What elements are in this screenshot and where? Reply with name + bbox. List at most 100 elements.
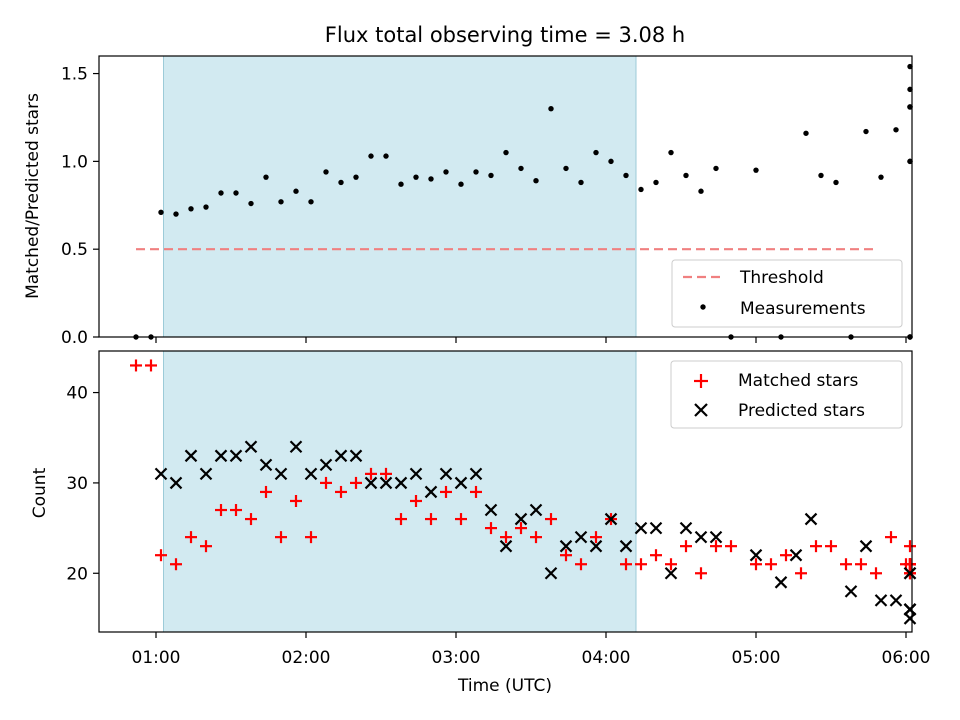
matched-star-marker [260, 485, 272, 498]
matched-star-marker [425, 513, 437, 526]
measurement-point [398, 181, 404, 187]
predicted-star-marker [349, 449, 363, 463]
measurement-point [233, 190, 239, 196]
predicted-star-marker [903, 612, 917, 625]
measurement-point [833, 179, 839, 186]
matched-star-marker [470, 485, 482, 498]
matched-star-marker [485, 522, 497, 535]
predicted-star-marker [379, 476, 393, 490]
observing-window-shade-lower [163, 350, 637, 633]
matched-star-marker [455, 513, 467, 526]
predicted-star-marker [844, 585, 858, 598]
matched-star-marker [620, 558, 632, 571]
matched-star-marker [320, 476, 332, 489]
time-x-axis: 01:00 02:00 03:00 04:00 05:00 06:00 [132, 632, 931, 668]
predicted-star-marker [529, 503, 543, 517]
measurement-point [218, 190, 224, 196]
y-tick-label: 1.5 [61, 65, 88, 85]
matched-star-marker [170, 558, 182, 571]
measurement-point [563, 165, 569, 172]
legend-measurement-swatch [700, 304, 706, 310]
predicted-star-marker [289, 440, 303, 454]
matched-star-marker [870, 567, 882, 580]
matched-star-marker [840, 558, 852, 571]
count-y-axis: 20 30 40 [66, 384, 99, 584]
measurement-point [907, 158, 913, 165]
predicted-star-marker [319, 458, 333, 472]
measurement-point [293, 188, 299, 194]
predicted-star-marker [774, 576, 788, 589]
observing-window-shade [163, 55, 637, 338]
predicted-star-marker [394, 476, 408, 490]
x-tick-label: 03:00 [432, 648, 481, 668]
predicted-star-marker [484, 503, 498, 517]
count-legend: Matched stars Predicted stars [670, 360, 903, 429]
matched-star-marker [750, 558, 762, 571]
measurement-point [338, 179, 344, 186]
measurement-point [818, 172, 824, 179]
measurement-point [698, 188, 704, 194]
measurement-point [158, 209, 164, 216]
matched-star-marker [710, 540, 722, 553]
matched-star-marker [230, 504, 242, 517]
predicted-star-marker [574, 530, 588, 544]
count-points [130, 359, 917, 625]
matched-star-marker [395, 513, 407, 526]
predicted-star-marker [694, 530, 708, 544]
matched-star-marker [590, 531, 602, 544]
predicted-star-marker [514, 512, 528, 526]
predicted-star-marker [709, 530, 723, 544]
measurement-point [248, 200, 254, 207]
predicted-star-marker [274, 467, 288, 481]
measurement-point [683, 172, 689, 179]
measurement-point [878, 174, 884, 180]
measurement-point [353, 174, 359, 180]
ratio-plot-frame [98, 55, 913, 338]
measurement-point [263, 174, 269, 180]
measurement-point [368, 153, 374, 159]
predicted-star-marker [559, 539, 573, 553]
measurement-point [308, 199, 314, 205]
predicted-star-marker [749, 548, 763, 562]
predicted-star-marker [889, 594, 903, 607]
matched-star-marker [904, 540, 916, 553]
measurement-point [323, 169, 329, 175]
predicted-star-marker [859, 539, 873, 553]
matched-star-marker [155, 549, 167, 562]
predicted-star-marker [544, 566, 558, 580]
matched-star-marker [725, 540, 737, 553]
matched-star-marker [885, 531, 897, 544]
matched-star-marker [560, 549, 572, 562]
ratio-y-label: Matched/Predicted stars [23, 93, 43, 299]
predicted-star-marker [469, 467, 483, 481]
measurement-point [488, 172, 494, 179]
measurement-point [907, 104, 913, 110]
predicted-star-marker [169, 476, 183, 490]
matched-star-marker [290, 494, 302, 507]
measurement-point [578, 179, 584, 186]
measurement-point [753, 167, 759, 173]
matched-star-marker [130, 359, 142, 372]
predicted-star-marker [664, 566, 678, 580]
x-tick-label: 02:00 [282, 648, 331, 668]
measurement-point [893, 127, 899, 133]
x-tick-label: 05:00 [732, 648, 781, 668]
measurement-point [803, 130, 809, 136]
matched-star-marker [795, 567, 807, 580]
measurement-point [413, 174, 419, 180]
predicted-star-marker [679, 521, 693, 535]
matched-star-marker [825, 540, 837, 553]
measurement-point [593, 149, 599, 156]
measurement-point [428, 176, 434, 182]
predicted-star-marker [259, 458, 273, 472]
matched-star-marker [335, 485, 347, 498]
predicted-star-marker [409, 467, 423, 481]
measurement-point [907, 63, 913, 70]
measurement-point [638, 186, 644, 193]
legend-measurement-label: Measurements [740, 299, 866, 319]
matched-star-marker [780, 549, 792, 562]
measurement-point [203, 204, 209, 210]
measurement-point [907, 86, 913, 93]
matched-star-marker [680, 540, 692, 553]
measurement-point [383, 153, 389, 159]
